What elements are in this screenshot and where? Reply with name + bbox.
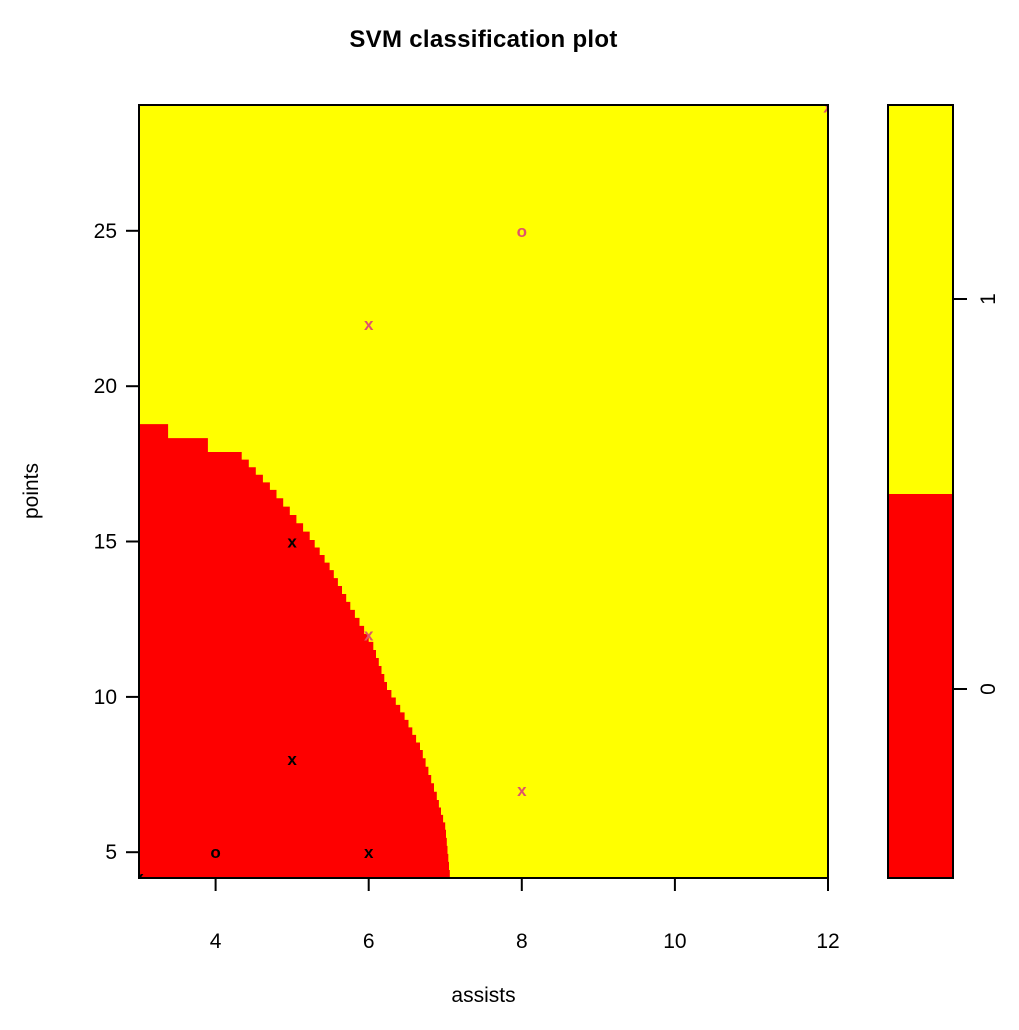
- colorbar-label-class1: 1: [977, 293, 1000, 305]
- x-tick-label: 6: [363, 930, 375, 953]
- colorbar-label-class0: 0: [977, 683, 1000, 695]
- y-tick-label: 20: [94, 375, 117, 398]
- x-tick-label: 4: [210, 930, 222, 953]
- data-point-x-class0: x: [287, 533, 297, 552]
- data-point-x-class1: x: [364, 315, 374, 334]
- x-tick-label: 8: [516, 930, 528, 953]
- y-tick-label: 15: [94, 531, 117, 554]
- y-tick-label: 25: [94, 220, 117, 243]
- data-point-x-class1: x: [517, 781, 527, 800]
- plot-title: SVM classification plot: [349, 26, 618, 53]
- x-axis-title: assists: [451, 984, 516, 1007]
- data-point-x-class0: x: [364, 843, 374, 862]
- data-point-o-class1: o: [517, 222, 527, 241]
- x-tick-label: 10: [663, 930, 686, 953]
- x-tick-label: 12: [816, 930, 839, 953]
- region-class0: [139, 424, 450, 878]
- x-axis: 4 6 8 10 12: [210, 878, 840, 953]
- data-point-x-class0: x: [287, 750, 297, 769]
- y-tick-label: 10: [94, 686, 117, 709]
- data-point-x-class1: x: [823, 98, 833, 117]
- colorbar-border: [887, 104, 954, 879]
- data-points-layer: x o x x x x x x o x: [134, 98, 833, 887]
- y-axis: 5 10 15 20 25: [94, 220, 139, 864]
- y-axis-title: points: [20, 462, 43, 520]
- plot-border: [138, 104, 829, 879]
- data-point-o-class0: o: [210, 843, 220, 862]
- colorbar: [887, 104, 967, 879]
- colorbar-class0-swatch: [888, 494, 953, 878]
- data-point-x-class1: x: [364, 626, 374, 645]
- data-point-x-class0: x: [134, 868, 144, 887]
- y-tick-label: 5: [105, 841, 117, 864]
- colorbar-class1-swatch: [888, 105, 953, 494]
